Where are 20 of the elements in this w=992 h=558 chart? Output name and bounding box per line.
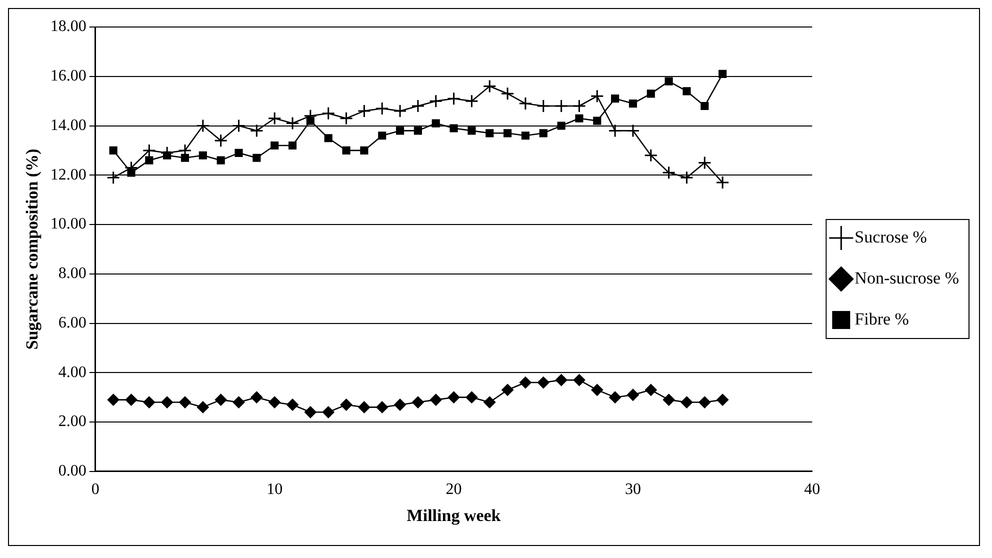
x-tick-label: 0 <box>91 481 100 498</box>
y-tick-label: 0.00 <box>58 462 86 480</box>
legend-label: Sucrose % <box>854 227 927 246</box>
y-tick-label: 12.00 <box>50 166 86 184</box>
y-tick-label: 2.00 <box>58 413 86 430</box>
y-tick-label: 16.00 <box>50 68 86 85</box>
x-tick-label: 10 <box>266 481 283 498</box>
x-tick-label: 30 <box>624 481 641 498</box>
y-tick-label: 18.00 <box>50 18 86 36</box>
y-tick-label: 4.00 <box>58 364 86 381</box>
x-tick-label: 40 <box>804 481 820 498</box>
x-tick-label: 20 <box>446 481 462 498</box>
y-tick-label: 14.00 <box>50 116 86 134</box>
y-tick-label: 8.00 <box>58 265 86 282</box>
x-axis-title: Milling week <box>406 506 502 526</box>
y-tick-label: 10.00 <box>50 216 86 233</box>
y-axis-title: Sugarcane composition (%) <box>22 148 42 350</box>
legend-label: Fibre % <box>854 309 909 328</box>
y-tick-label: 6.00 <box>58 314 86 332</box>
legend-label: Non-sucrose % <box>854 268 960 288</box>
